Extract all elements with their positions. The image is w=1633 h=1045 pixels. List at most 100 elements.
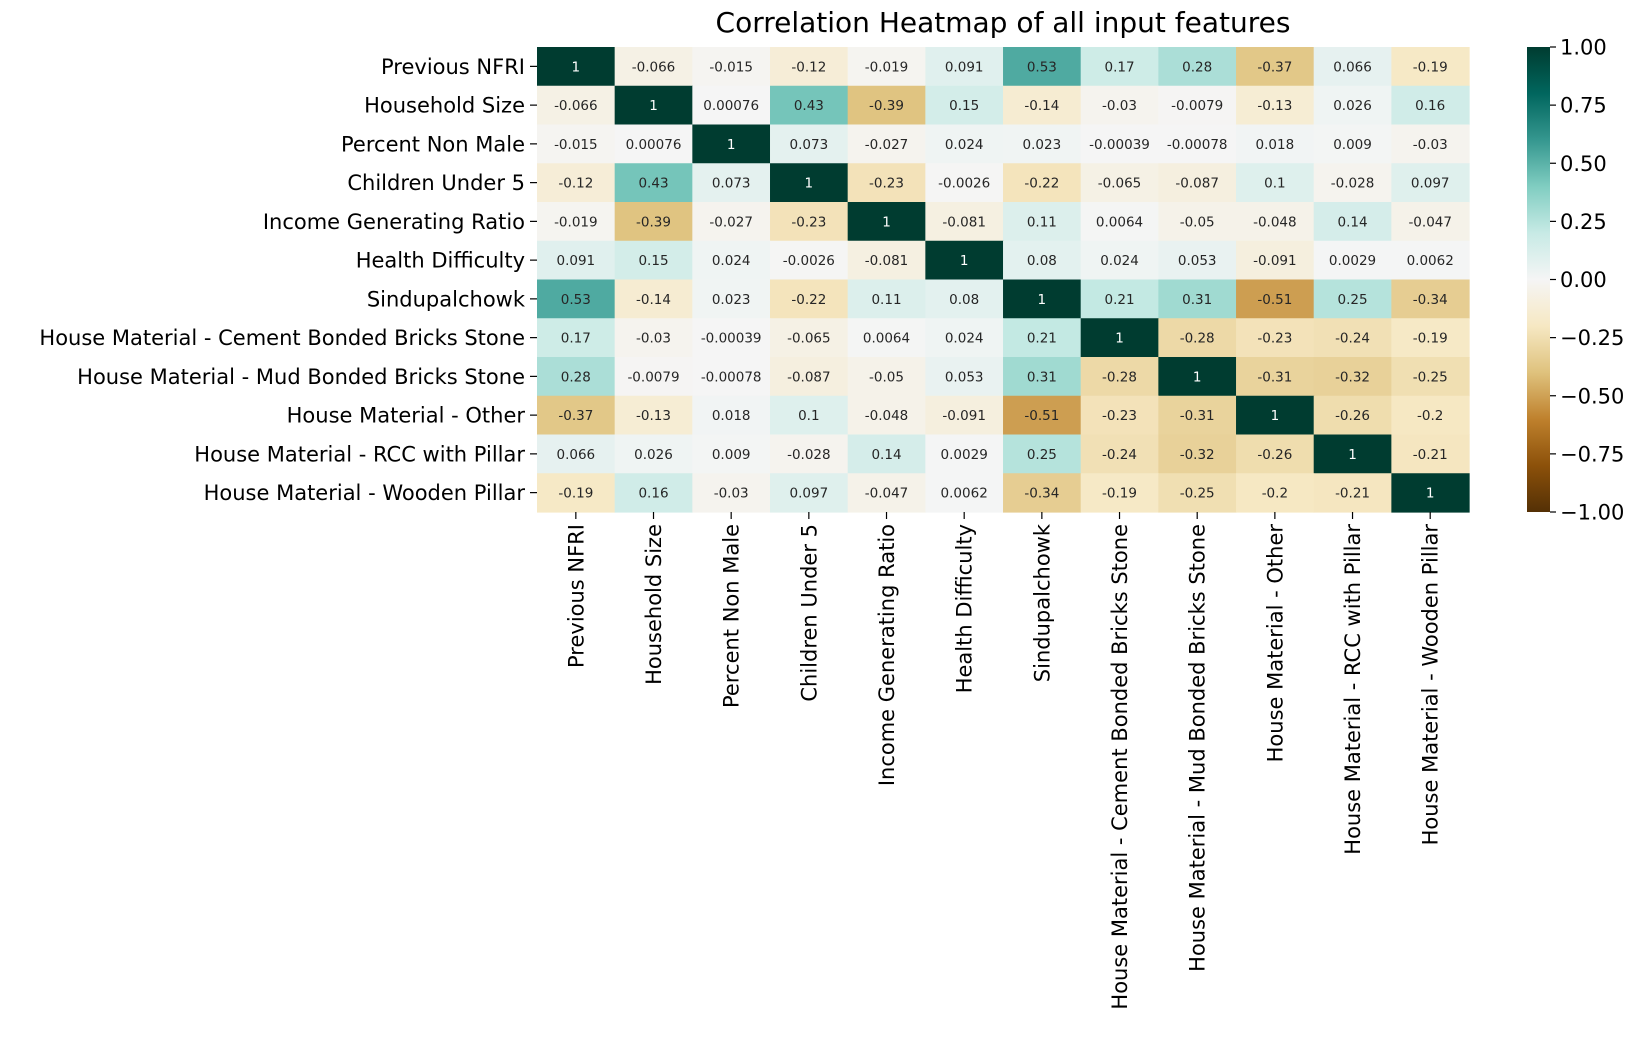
cell-value-label: 0.25 [1338, 292, 1368, 308]
cell-value-label: -0.015 [709, 59, 753, 75]
heatmap-cell [1391, 473, 1470, 513]
heatmap-cell [614, 202, 693, 242]
heatmap-cell [1003, 434, 1082, 474]
cell-value-label: 0.026 [634, 447, 673, 463]
row-label: Percent Non Male [341, 132, 525, 156]
cell-value-label: 0.14 [871, 447, 901, 463]
cell-value-label: 1 [1426, 486, 1435, 502]
heatmap-cell [1158, 124, 1237, 164]
cell-value-label: 1 [649, 98, 658, 114]
cell-value-label: 0.21 [1027, 331, 1057, 347]
heatmap-cell [770, 395, 849, 436]
cell-value-label: 0.1 [1264, 176, 1285, 192]
cell-value-label: 0.53 [1027, 59, 1057, 75]
cell-value-label: 0.066 [1333, 59, 1372, 75]
heatmap-cell [614, 240, 693, 281]
cell-value-label: 0.15 [638, 253, 668, 269]
heatmap-cell [1080, 47, 1159, 87]
heatmap-cell [1158, 163, 1237, 203]
cell-value-label: -0.00078 [701, 369, 762, 385]
cell-value-label: -0.00039 [1089, 137, 1150, 153]
heatmap-cell [1080, 434, 1159, 474]
cell-value-label: 1 [805, 176, 814, 192]
cell-value-label: -0.0079 [627, 369, 679, 385]
row-label: Income Generating Ratio [263, 210, 525, 234]
cell-value-label: 0.009 [1333, 137, 1372, 153]
cell-value-label: -0.019 [865, 59, 909, 75]
row-label: Health Difficulty [356, 249, 525, 273]
heatmap-cell [925, 473, 1004, 513]
cell-value-label: 0.024 [945, 331, 984, 347]
cell-value-label: -0.019 [554, 214, 598, 230]
cell-value-label: -0.24 [1102, 447, 1137, 463]
cell-value-label: 1 [1348, 447, 1357, 463]
cell-value-label: -0.22 [1024, 176, 1059, 192]
cell-value-label: -0.13 [1257, 98, 1292, 114]
heatmap-cell [847, 434, 926, 474]
heatmap-cell [1236, 47, 1315, 87]
heatmap-cell [1313, 47, 1392, 87]
cell-value-label: -0.22 [791, 292, 826, 308]
heatmap-cell [1003, 85, 1082, 126]
cell-value-label: -0.21 [1335, 486, 1370, 502]
heatmap-cell [847, 202, 926, 242]
colorbar-tick-label: −0.50 [1560, 384, 1624, 408]
cell-value-label: 1 [1115, 331, 1124, 347]
heatmap-cell [925, 202, 1004, 242]
cell-value-label: -0.0079 [1171, 98, 1223, 114]
cell-value-label: -0.12 [558, 176, 593, 192]
heatmap-cell [925, 47, 1004, 87]
heatmap-cell [537, 357, 616, 397]
heatmap-cell [614, 85, 693, 126]
heatmap-cell [1158, 202, 1237, 242]
column-label: House Material - Cement Bonded Bricks St… [1108, 524, 1132, 1010]
heatmap-cell [770, 357, 849, 397]
heatmap-cell [537, 124, 616, 164]
cell-value-label: -0.13 [636, 408, 671, 424]
heatmap-cell [614, 395, 693, 436]
colorbar-tick-label: 0.50 [1560, 152, 1607, 176]
heatmap-cell [1158, 47, 1237, 87]
colorbar-gradient [1527, 47, 1550, 512]
cell-value-label: -0.00039 [701, 331, 762, 347]
heatmap-cell [614, 318, 693, 358]
row-label: Children Under 5 [347, 171, 525, 195]
cell-value-label: 0.00076 [703, 98, 759, 114]
heatmap-cell [770, 163, 849, 203]
cell-value-label: 0.066 [557, 447, 596, 463]
cell-value-label: 0.024 [945, 137, 984, 153]
cell-value-label: -0.03 [636, 331, 671, 347]
heatmap-cell [847, 357, 926, 397]
heatmap-cell [1003, 473, 1082, 513]
heatmap-cell [1158, 279, 1237, 319]
cell-value-label: -0.03 [714, 486, 749, 502]
cell-value-label: 0.31 [1182, 292, 1212, 308]
column-labels: Previous NFRI Household Size Percent Non M… [564, 512, 1443, 1010]
cell-value-label: -0.028 [1331, 176, 1375, 192]
heatmap-cell [1236, 240, 1315, 281]
cell-value-label: -0.39 [636, 214, 671, 230]
cell-value-label: 0.17 [561, 331, 591, 347]
heatmap-cell [692, 85, 771, 126]
cell-value-label: 0.073 [712, 176, 751, 192]
heatmap-cell [1158, 434, 1237, 474]
cell-value-label: -0.14 [636, 292, 671, 308]
column-label: House Material - Mud Bonded Bricks Stone [1186, 524, 1210, 972]
heatmap-cell [1080, 240, 1159, 281]
cell-value-label: -0.091 [1253, 253, 1297, 269]
cell-value-label: -0.51 [1257, 292, 1292, 308]
cell-value-label: -0.19 [1413, 331, 1448, 347]
cell-value-label: -0.37 [558, 408, 593, 424]
cell-value-label: -0.14 [1024, 98, 1059, 114]
row-labels: Previous NFRI Household Size Percent Non M… [39, 55, 537, 505]
heatmap-cell [1158, 395, 1237, 436]
heatmap-cell [1080, 163, 1159, 203]
cell-value-label: -0.34 [1024, 486, 1059, 502]
heatmap-cell [1313, 473, 1392, 513]
heatmap-cell [1236, 163, 1315, 203]
heatmap-cell [692, 202, 771, 242]
heatmap-cell [1391, 434, 1470, 474]
heatmap-cell [925, 240, 1004, 281]
cell-value-label: -0.087 [1175, 176, 1219, 192]
cell-value-label: 0.16 [638, 486, 668, 502]
